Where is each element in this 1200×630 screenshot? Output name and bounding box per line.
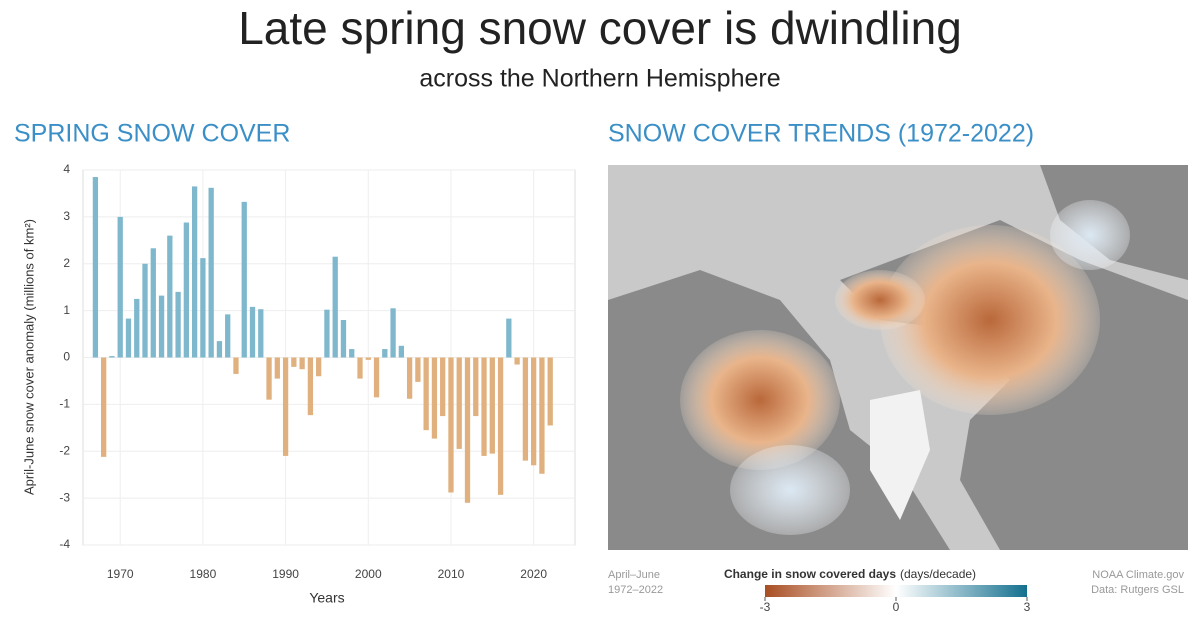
colorbar-ticks: -3 0 3 bbox=[760, 597, 1031, 614]
bar bbox=[481, 357, 487, 456]
y-tick-label: 4 bbox=[63, 162, 70, 176]
bar bbox=[332, 256, 338, 358]
greenland bbox=[870, 390, 930, 520]
map-shading bbox=[880, 225, 1100, 415]
colorbar-tick-label: 0 bbox=[893, 600, 900, 614]
bar bbox=[307, 357, 314, 416]
bar bbox=[117, 216, 123, 358]
map-shading bbox=[680, 330, 840, 470]
page-title: Late spring snow cover is dwindling bbox=[238, 2, 962, 54]
x-tick-label: 2010 bbox=[438, 567, 465, 581]
bar bbox=[282, 357, 289, 456]
bar bbox=[365, 357, 371, 360]
bar bbox=[448, 357, 454, 493]
bar bbox=[440, 357, 446, 417]
bar bbox=[92, 177, 99, 358]
map-shading bbox=[1050, 200, 1130, 270]
y-tick-label: 0 bbox=[63, 350, 70, 364]
colorbar-tick-label: -3 bbox=[760, 600, 771, 614]
bar bbox=[266, 357, 272, 400]
bar bbox=[258, 309, 264, 358]
bar bbox=[233, 357, 239, 374]
bar bbox=[200, 258, 206, 358]
bar bbox=[464, 357, 471, 503]
x-tick-label: 2000 bbox=[355, 567, 382, 581]
map-shading bbox=[835, 270, 925, 330]
bar bbox=[382, 349, 388, 358]
bar bbox=[456, 357, 462, 449]
map-shading bbox=[730, 445, 850, 535]
page-subtitle: across the Northern Hemisphere bbox=[419, 65, 780, 93]
bar bbox=[175, 291, 181, 358]
legend-unit: (days/decade) bbox=[900, 567, 976, 581]
bar bbox=[142, 263, 148, 358]
x-tick-label: 1980 bbox=[190, 567, 217, 581]
map-title: SNOW COVER TRENDS (1972-2022) bbox=[608, 120, 1034, 148]
bar bbox=[522, 357, 529, 461]
bar bbox=[134, 298, 140, 358]
note-right: Data: Rutgers GSL bbox=[1091, 584, 1184, 596]
map-image bbox=[608, 165, 1188, 550]
y-tick-label: -4 bbox=[59, 537, 70, 551]
bar bbox=[183, 222, 190, 358]
bar bbox=[241, 201, 247, 358]
plot: -4 -3 -2 -1 0 1 2 3 4 1970 1980 1990 2000 2010 2020 bbox=[59, 162, 575, 581]
note-right: NOAA Climate.gov bbox=[1092, 569, 1184, 581]
note-left: 1972–2022 bbox=[608, 584, 663, 596]
bar bbox=[125, 318, 132, 358]
bar bbox=[249, 306, 256, 358]
bar bbox=[150, 248, 156, 358]
bar bbox=[291, 357, 297, 367]
y-tick-label: 3 bbox=[63, 209, 70, 223]
bar bbox=[216, 341, 223, 358]
bar bbox=[373, 357, 380, 398]
bar bbox=[167, 235, 173, 358]
bar bbox=[225, 314, 231, 358]
bar bbox=[158, 295, 165, 358]
colorbar bbox=[765, 585, 1027, 597]
bar bbox=[316, 357, 322, 377]
bar bbox=[191, 186, 198, 358]
colorbar-tick-label: 3 bbox=[1024, 600, 1031, 614]
bar bbox=[390, 308, 396, 358]
x-tick-label: 2020 bbox=[520, 567, 547, 581]
y-tick-label: -2 bbox=[59, 443, 70, 457]
bar bbox=[539, 357, 545, 474]
chart-title: SPRING SNOW COVER bbox=[14, 120, 290, 148]
bar bbox=[506, 318, 512, 358]
x-tick-label: 1970 bbox=[107, 567, 134, 581]
bar bbox=[514, 357, 520, 365]
bar bbox=[324, 309, 330, 358]
bar bbox=[357, 357, 363, 379]
bar bbox=[274, 357, 280, 379]
bar bbox=[109, 356, 115, 358]
bar bbox=[349, 349, 355, 358]
y-tick-label: -3 bbox=[59, 490, 70, 504]
bar bbox=[398, 345, 404, 358]
bar bbox=[423, 357, 429, 431]
y-tick-label: 2 bbox=[63, 256, 70, 270]
bar bbox=[497, 357, 504, 495]
y-tick-label: -1 bbox=[59, 397, 70, 411]
legend-title: Change in snow covered days bbox=[724, 567, 896, 581]
bar bbox=[340, 320, 347, 358]
x-tick-label: 1990 bbox=[272, 567, 299, 581]
bar bbox=[299, 357, 305, 370]
bar bbox=[531, 357, 537, 466]
bar bbox=[415, 357, 421, 382]
bar bbox=[547, 357, 553, 426]
bar bbox=[489, 357, 495, 454]
bar bbox=[473, 357, 479, 417]
x-axis-label: Years bbox=[309, 590, 344, 606]
bar bbox=[431, 357, 438, 439]
bar bbox=[101, 357, 107, 457]
bar bbox=[208, 187, 214, 358]
y-tick-label: 1 bbox=[63, 303, 70, 317]
bar bbox=[406, 357, 413, 399]
y-axis-label: April-June snow cover anomaly (millions … bbox=[21, 219, 36, 495]
note-left: April–June bbox=[608, 569, 660, 581]
